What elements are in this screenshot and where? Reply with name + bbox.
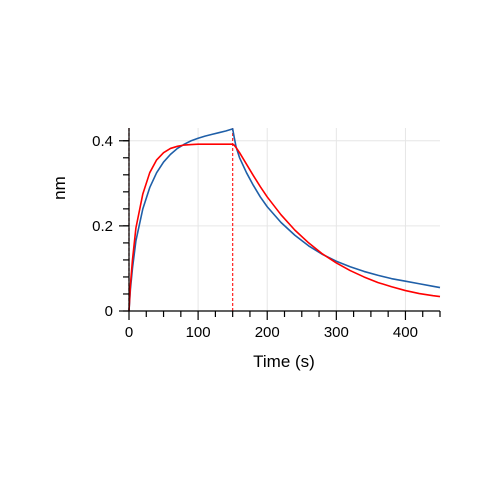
ticks: 0 100 200 300 400 0 0.2 0.4	[92, 133, 441, 341]
y-tick-label: 0.4	[92, 133, 113, 150]
y-tick-label: 0	[105, 303, 113, 320]
x-axis-title: Time (s)	[253, 352, 315, 371]
marker-lines	[128, 128, 234, 311]
series-line-0	[128, 128, 441, 312]
y-tick-label: 0.2	[92, 218, 113, 235]
x-tick-label: 200	[255, 324, 280, 341]
y-axis-title: nm	[50, 176, 69, 200]
series-lines	[128, 128, 441, 312]
x-tick-label: 0	[125, 324, 133, 341]
x-tick-label: 400	[393, 324, 418, 341]
x-tick-label: 300	[324, 324, 349, 341]
x-tick-label: 100	[186, 324, 211, 341]
series-line-1	[128, 143, 441, 312]
